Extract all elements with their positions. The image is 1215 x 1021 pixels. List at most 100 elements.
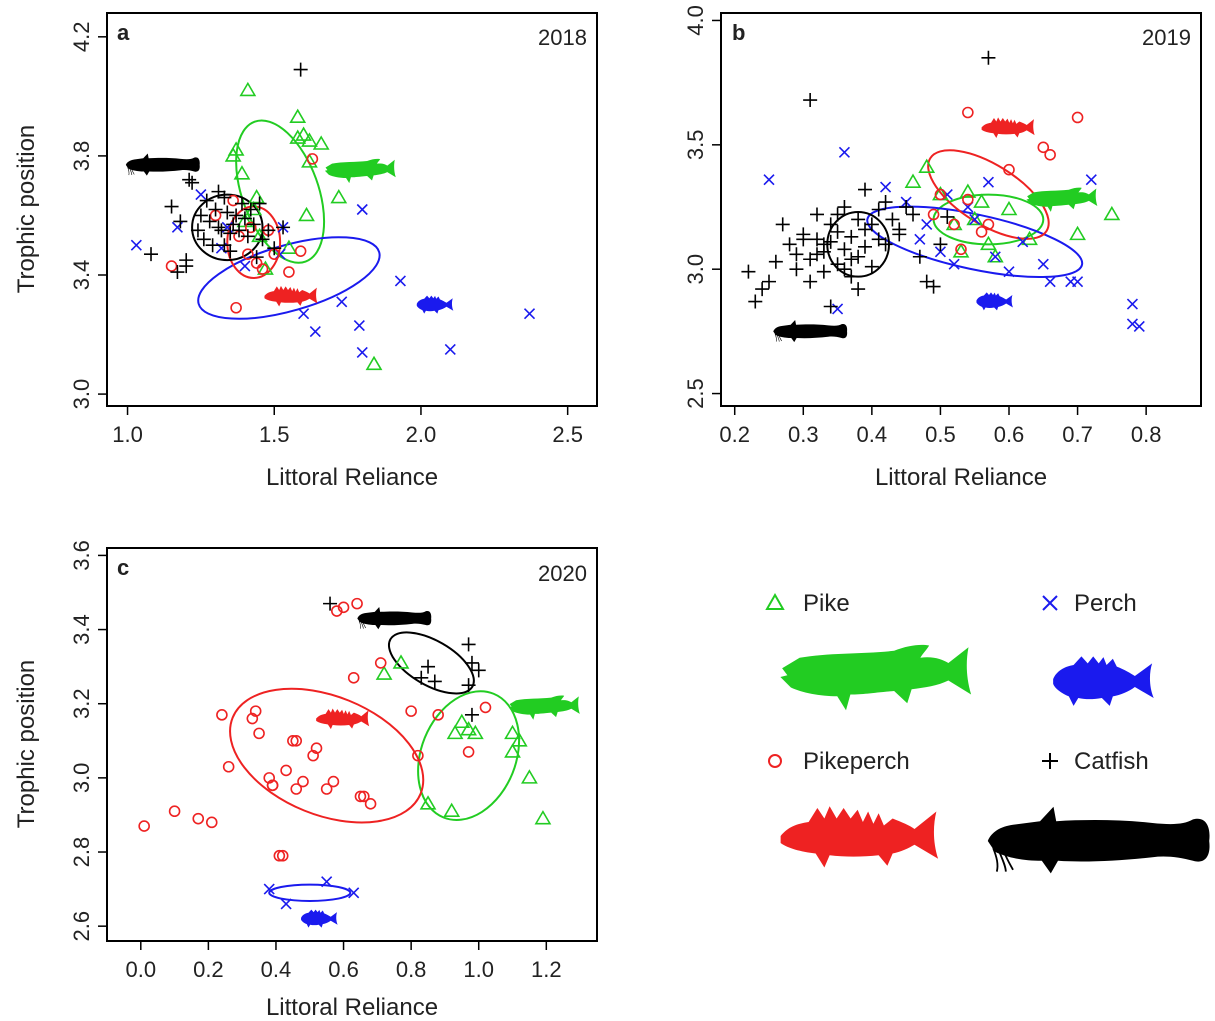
x-tick-label: 0.8 — [396, 957, 427, 982]
catfish-point — [933, 237, 948, 252]
x-tick-label: 0.4 — [261, 957, 292, 982]
x-tick-label: 0.7 — [1062, 422, 1093, 447]
perch-point — [1126, 298, 1138, 310]
y-tick-label: 2.6 — [69, 911, 94, 942]
perch-point — [1126, 318, 1138, 330]
pike-point — [980, 235, 997, 251]
x-tick-label: 0.5 — [925, 422, 956, 447]
perch-point — [309, 326, 321, 338]
catfish-point — [226, 217, 241, 232]
pike-point — [443, 802, 461, 818]
pike-point — [280, 239, 298, 255]
pikeperch-point — [276, 849, 289, 862]
fish-icons — [125, 153, 454, 314]
perch-point — [982, 176, 994, 188]
points — [130, 62, 536, 371]
points — [138, 596, 552, 910]
perch-point — [263, 883, 275, 895]
pikeperch-point — [479, 701, 492, 714]
pikeperch-point — [205, 816, 218, 829]
pikeperch-point — [244, 221, 257, 234]
pikeperch-ellipse — [229, 687, 425, 824]
legend-marker-pike — [765, 592, 785, 610]
catfish-point — [173, 214, 188, 229]
catfish-point — [906, 207, 920, 222]
catfish-point — [741, 264, 756, 279]
ellipses — [229, 631, 521, 902]
perch-point — [1017, 236, 1029, 248]
pike-point — [453, 713, 471, 729]
catfish-point — [775, 217, 790, 232]
pikeperch-point — [227, 194, 239, 207]
pike-point — [289, 108, 307, 124]
catfish-point — [249, 250, 264, 265]
x-tick-label: 2.0 — [406, 422, 437, 447]
panel-b: b 2019 0.2 0.3 0.4 0.5 0.6 0.7 0.8 2.5 3.0 3.5 4.0… — [683, 5, 1202, 491]
pikeperch-point — [242, 248, 254, 260]
catfish-point — [229, 208, 244, 223]
perch-fish-icon — [976, 292, 1013, 311]
catfish-point — [858, 182, 872, 197]
catfish-point — [810, 207, 824, 222]
perch-point — [523, 308, 536, 320]
catfish-fish-icon — [125, 153, 201, 176]
pike-fish-icon — [508, 695, 580, 720]
pikeperch-point — [927, 208, 940, 221]
pike-point — [233, 165, 251, 180]
catfish-point — [878, 195, 893, 210]
x-axis-title: Littoral Reliance — [266, 464, 438, 491]
pike-point — [1103, 205, 1121, 221]
perch-point — [921, 218, 933, 230]
pikeperch-point — [982, 218, 995, 231]
x-tick-label: 0.6 — [994, 422, 1025, 447]
catfish-point — [414, 670, 429, 685]
catfish-point — [837, 200, 852, 215]
panel-a: a 2018 1.0 1.5 2.0 2.5 3.0 3.4 3.8 4.2 Littoral… — [13, 12, 598, 491]
y-tick-label: 3.0 — [69, 379, 94, 410]
pike-point — [510, 732, 528, 747]
perch-point — [934, 246, 946, 258]
catfish-point — [830, 207, 845, 222]
catfish-point — [878, 237, 893, 252]
points — [741, 50, 1145, 332]
pikeperch-point — [138, 820, 150, 832]
x-tick-label: 0.0 — [125, 957, 156, 982]
x-tick-label: 1.0 — [463, 957, 494, 982]
catfish-point — [246, 217, 261, 232]
y-tick-label: 3.5 — [683, 130, 708, 161]
catfish-point — [803, 274, 818, 289]
pike-point — [466, 724, 484, 740]
catfish-point — [190, 223, 205, 238]
pikeperch-point — [955, 243, 967, 256]
catfish-point — [461, 678, 476, 693]
pikeperch-point — [249, 705, 262, 717]
pikeperch-point — [266, 779, 279, 792]
catfish-point — [217, 190, 232, 205]
catfish-point — [464, 707, 479, 722]
plot-frame — [720, 12, 1202, 407]
catfish-point — [205, 238, 220, 253]
plot-frame — [106, 547, 598, 942]
perch-point — [880, 181, 892, 193]
catfish-point — [193, 208, 208, 223]
pike-point — [392, 654, 410, 669]
legend-label-pikeperch: Pikeperch — [803, 748, 910, 775]
pikeperch-point — [347, 671, 360, 684]
catfish-point — [864, 259, 879, 274]
y-tick-label: 4.0 — [683, 5, 708, 36]
pike-point — [918, 158, 936, 174]
perch-point — [353, 320, 365, 332]
pikeperch-fish-icon — [981, 117, 1035, 139]
perch-point — [239, 260, 251, 272]
pikeperch-point — [962, 193, 974, 206]
perch-point — [1072, 276, 1084, 288]
x-tick-label: 0.2 — [719, 422, 750, 447]
catfish-ellipse — [387, 631, 475, 695]
pikeperch-point — [412, 749, 424, 762]
catfish-point — [885, 212, 900, 227]
catfish-point — [243, 202, 258, 217]
pike-ellipse — [417, 690, 521, 821]
catfish-point — [844, 252, 859, 267]
perch-ellipse — [268, 883, 352, 902]
catfish-point — [276, 220, 291, 235]
